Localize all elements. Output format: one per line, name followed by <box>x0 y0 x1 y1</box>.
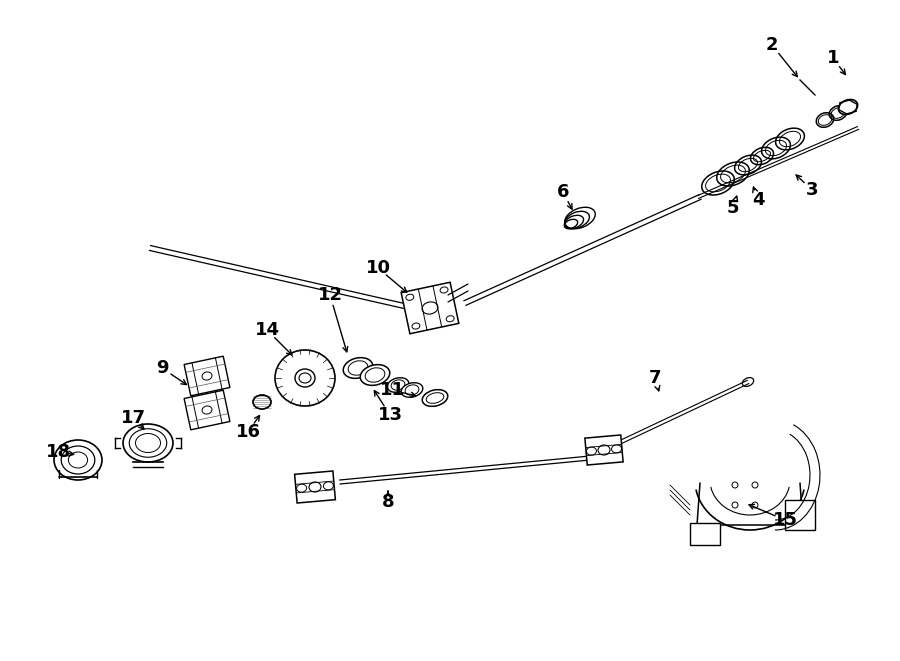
Ellipse shape <box>360 365 390 385</box>
Text: 16: 16 <box>236 423 260 441</box>
Polygon shape <box>585 435 623 465</box>
Text: 17: 17 <box>121 409 146 427</box>
Text: 3: 3 <box>806 181 818 199</box>
Text: 18: 18 <box>45 443 70 461</box>
Ellipse shape <box>295 369 315 387</box>
Ellipse shape <box>275 350 335 406</box>
Ellipse shape <box>123 424 173 462</box>
Text: 1: 1 <box>827 49 839 67</box>
Ellipse shape <box>839 100 858 114</box>
Text: 10: 10 <box>365 259 391 277</box>
Text: 11: 11 <box>380 381 404 399</box>
Polygon shape <box>184 356 230 396</box>
Text: 14: 14 <box>255 321 280 339</box>
Polygon shape <box>785 500 815 530</box>
Ellipse shape <box>54 440 102 480</box>
Text: 12: 12 <box>318 286 343 304</box>
Polygon shape <box>401 282 459 334</box>
Text: 8: 8 <box>382 493 394 511</box>
Ellipse shape <box>387 377 409 392</box>
Text: 15: 15 <box>772 511 797 529</box>
Text: 2: 2 <box>766 36 778 54</box>
Polygon shape <box>294 471 336 503</box>
Ellipse shape <box>401 383 423 397</box>
Ellipse shape <box>422 389 448 407</box>
Polygon shape <box>690 523 720 545</box>
Ellipse shape <box>343 358 373 378</box>
Text: 7: 7 <box>649 369 662 387</box>
Text: 5: 5 <box>727 199 739 217</box>
Text: 9: 9 <box>156 359 168 377</box>
Text: 4: 4 <box>752 191 764 209</box>
Text: 6: 6 <box>557 183 569 201</box>
Ellipse shape <box>299 373 311 383</box>
Text: 13: 13 <box>377 406 402 424</box>
Polygon shape <box>184 390 230 430</box>
Ellipse shape <box>253 395 271 409</box>
